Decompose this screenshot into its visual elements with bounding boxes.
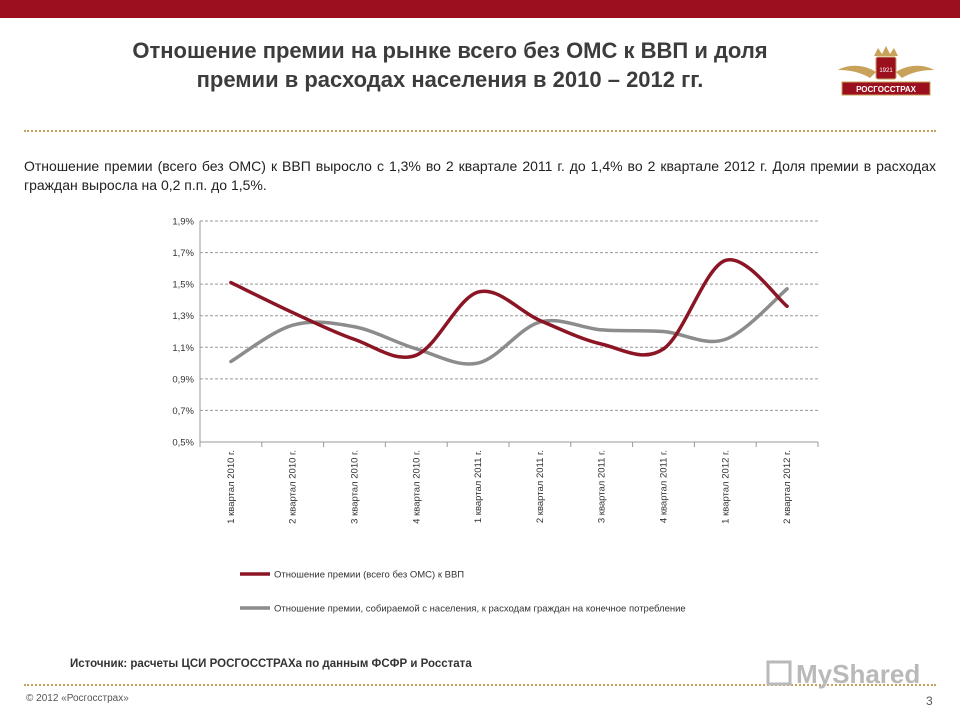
series-line-premium-to-consumption [229,287,789,366]
logo-banner [841,81,931,96]
y-tick-label: 0,7% [172,406,194,417]
logo-crown [874,46,898,56]
x-tick-label: 2 квартал 2010 г. [288,450,299,524]
source-note: Источник: расчеты ЦСИ РОСГОССТРАХа по да… [70,658,472,670]
x-tick-label: 4 квартал 2011 г. [659,450,670,523]
x-tick-label: 1 квартал 2011 г. [473,450,484,523]
x-tick-label: 2 квартал 2012 г. [782,450,793,524]
x-tick-label: 3 квартал 2011 г. [597,450,608,523]
y-tick-label: 1,1% [172,343,194,354]
title-line-2: премии в расходах населения в 2010 – 201… [196,67,704,92]
title-line-1: Отношение премии на рынке всего без ОМС … [132,38,768,63]
logo-shield [875,56,897,80]
y-tick-label: 1,5% [172,280,194,291]
watermark-icon [766,660,792,686]
y-tick-label: 1,7% [172,248,194,259]
y-tick-label: 1,3% [172,311,194,322]
y-tick-label: 1,9% [172,217,194,228]
x-tick-label: 4 квартал 2010 г. [411,450,422,524]
footer-divider [24,684,936,686]
y-tick-label: 0,5% [172,438,194,449]
slide-title: Отношение премии на рынке всего без ОМС … [40,36,860,94]
x-tick-label: 1 квартал 2010 г. [226,450,237,524]
logo-year: 1921 [879,68,893,74]
x-tick-label: 3 квартал 2010 г. [350,450,361,524]
x-tick-label: 2 квартал 2011 г. [535,450,546,523]
logo-name: РОСГОССТРАХ [856,85,917,94]
watermark: MyShared [766,659,920,689]
copyright: © 2012 «Росгосстрах» [26,693,129,704]
rosgosstrakh-logo: 1921 РОСГОССТРАХ [838,46,934,96]
legend-label: Отношение премии, собираемой с населения… [274,604,686,615]
line-chart: 0,5% 0,7% 0,9% 1,1% 1,3% 1,5% 1,7% 1,9% 1 кварта… [172,217,819,615]
logo-right-wing [896,65,934,78]
watermark-text: MyShared [796,659,920,689]
logo-left-wing [838,65,876,78]
intro-paragraph: Отношение премии (всего без ОМС) к ВВП в… [24,158,936,193]
x-tick-label: 1 квартал 2012 г. [720,450,731,524]
series-line-premium-to-gdp [229,258,789,359]
legend-label: Отношение премии (всего без ОМС) к ВВП [274,570,464,581]
y-tick-label: 0,9% [172,374,194,385]
top-brand-bar [0,0,960,18]
page-number: 3 [926,694,933,708]
header-divider [24,130,936,132]
